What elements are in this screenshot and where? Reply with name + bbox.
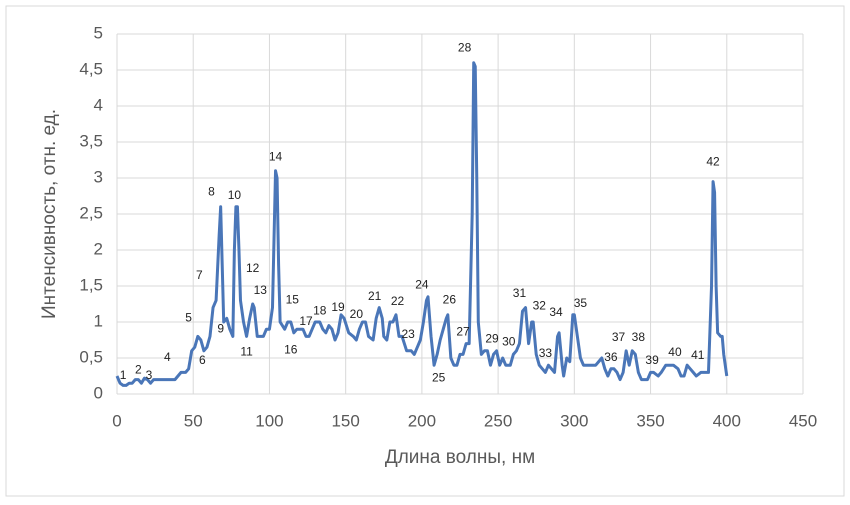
peak-label: 18: [313, 303, 327, 317]
peak-label: 6: [199, 353, 206, 367]
peak-label: 22: [391, 294, 405, 308]
y-tick-label: 2,5: [79, 203, 103, 222]
peak-label: 42: [706, 154, 720, 168]
y-axis-title: Интенсивность, отн. ед.: [39, 109, 60, 319]
x-tick-label: 300: [560, 411, 588, 430]
peak-label: 24: [415, 277, 429, 291]
peak-label: 23: [401, 327, 415, 341]
peak-label: 36: [604, 350, 618, 364]
peak-label: 16: [284, 342, 298, 356]
peak-label: 12: [246, 261, 260, 275]
peak-label: 26: [443, 293, 457, 307]
peak-label: 28: [458, 41, 472, 55]
peak-label: 11: [240, 344, 253, 358]
peak-label: 2: [135, 362, 142, 376]
peak-label: 17: [299, 314, 313, 328]
peak-label: 31: [513, 286, 527, 300]
x-tick-label: 200: [408, 411, 436, 430]
x-tick-label: 250: [484, 411, 512, 430]
y-tick-label: 3: [94, 167, 103, 186]
peak-label: 1: [120, 368, 127, 382]
peak-label: 14: [269, 149, 283, 163]
x-tick-label: 350: [636, 411, 664, 430]
peak-label: 20: [350, 307, 364, 321]
peak-label: 41: [691, 348, 705, 362]
peak-label: 15: [286, 293, 300, 307]
peak-label: 32: [533, 298, 547, 312]
peak-label: 10: [228, 188, 242, 202]
x-tick-label: 450: [789, 411, 817, 430]
data-line: [115, 61, 729, 387]
peak-label: 34: [549, 305, 563, 319]
peak-label: 13: [254, 283, 268, 297]
y-tick-label: 4: [94, 95, 103, 114]
y-tick-label: 4,5: [79, 59, 103, 78]
chart-border: [5, 5, 845, 497]
y-tick-label: 3,5: [79, 131, 103, 150]
peak-label: 33: [539, 346, 553, 360]
x-tick-label: 100: [255, 411, 283, 430]
y-tick-label: 5: [94, 23, 103, 42]
peak-label: 29: [485, 331, 499, 345]
peak-label: 25: [432, 370, 446, 384]
peak-label: 21: [368, 289, 382, 303]
x-axis-title: Длина волны, нм: [385, 447, 535, 468]
peak-label: 35: [574, 296, 588, 310]
x-tick-label: 150: [331, 411, 359, 430]
peak-label: 39: [645, 353, 659, 367]
peak-label: 38: [632, 330, 646, 344]
peak-label: 19: [331, 300, 345, 314]
peak-label: 5: [185, 311, 192, 325]
peak-label: 9: [217, 321, 224, 335]
peak-label: 3: [146, 368, 153, 382]
y-tick-label: 2: [94, 239, 103, 258]
peak-label: 40: [668, 345, 682, 359]
y-tick-label: 0: [94, 383, 103, 402]
x-tick-label: 400: [713, 411, 741, 430]
peak-label: 7: [196, 268, 203, 282]
peak-label: 37: [612, 330, 626, 344]
x-tick-label: 0: [112, 411, 121, 430]
y-tick-label: 0,5: [79, 347, 103, 366]
peak-label: 4: [164, 350, 171, 364]
y-tick-label: 1,5: [79, 275, 103, 294]
peak-label: 27: [456, 324, 470, 338]
y-tick-label: 1: [94, 311, 103, 330]
peak-label: 8: [208, 185, 215, 199]
x-tick-label: 50: [184, 411, 203, 430]
peak-label: 30: [502, 334, 516, 348]
